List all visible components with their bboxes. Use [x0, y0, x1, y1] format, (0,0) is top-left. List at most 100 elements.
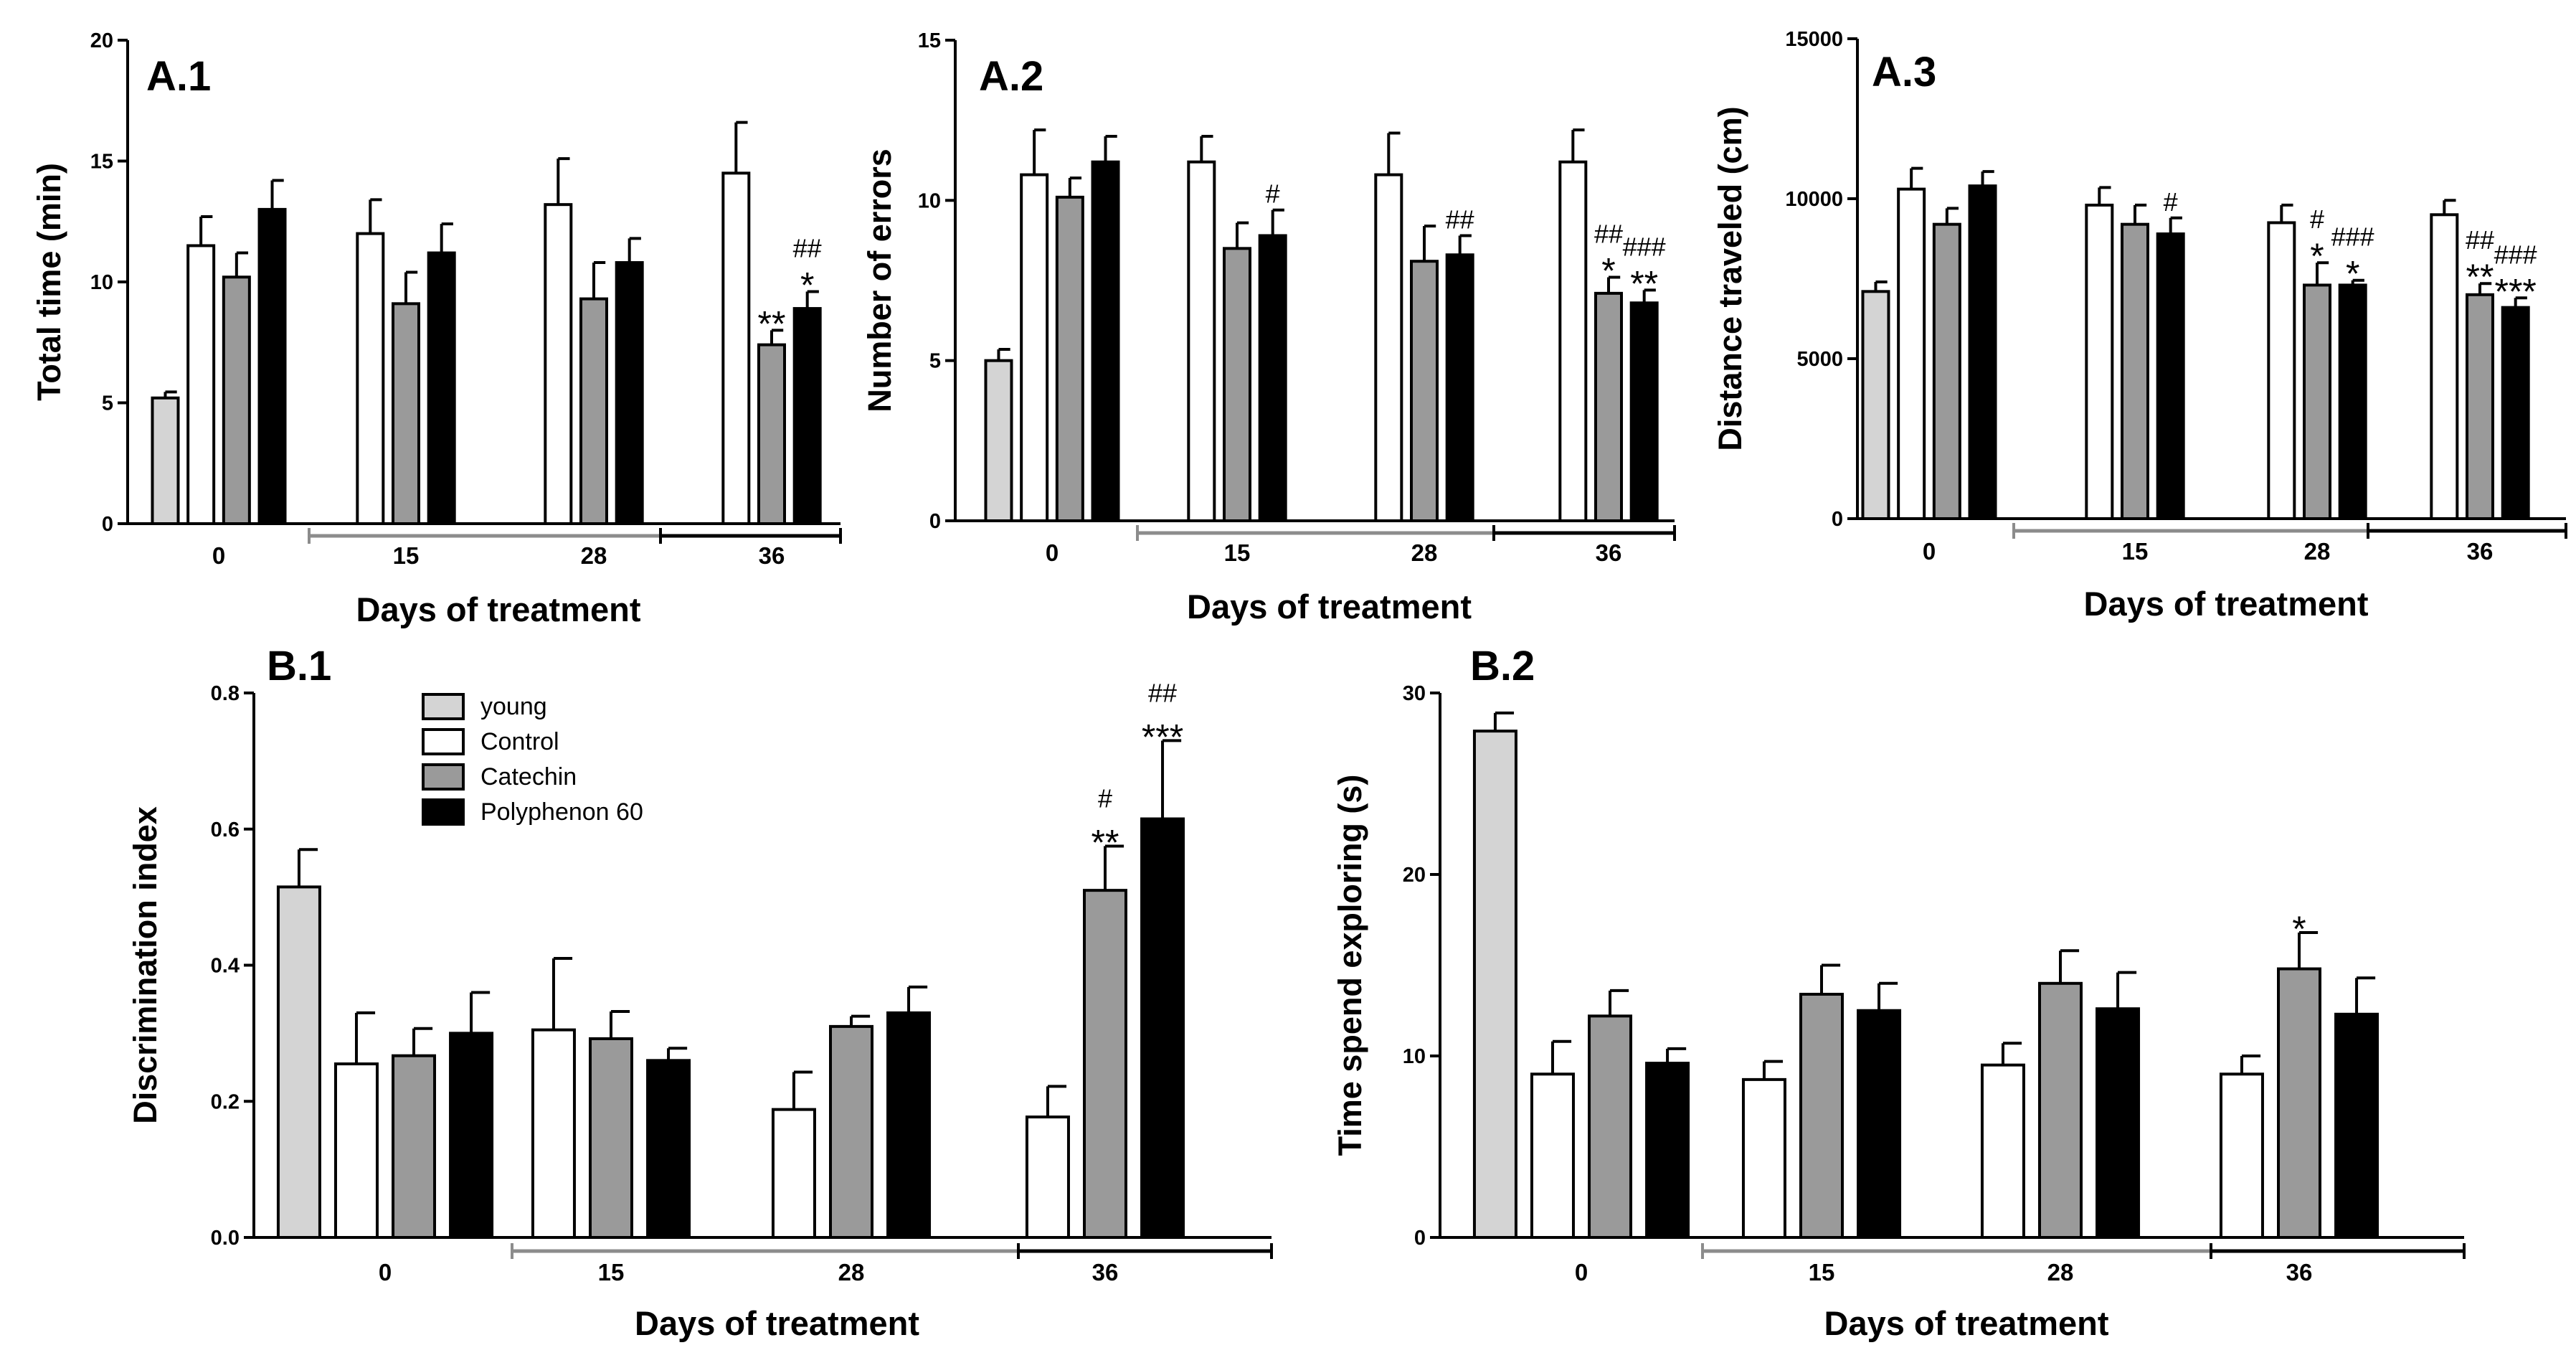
- panel-label: A.1: [146, 53, 211, 100]
- panel-a3: A.3 0 5000 10000 15000 Distance traveled (cm)…: [1712, 28, 2567, 623]
- bar-polyphenon-60: [2338, 283, 2367, 520]
- significance-hash: ###: [1623, 232, 1666, 261]
- y-tick-label: 10: [1403, 1045, 1426, 1068]
- significance-hash: #: [2164, 187, 2178, 217]
- legend-label: young: [480, 693, 547, 720]
- bar-control: [2219, 1072, 2264, 1240]
- panel-label: B.1: [267, 643, 331, 689]
- panel-a2: A.2 0 5 10 15 Number of errors 0 15 28 36 Days of …: [861, 29, 1676, 626]
- bar-polyphenon-60: [646, 1059, 691, 1239]
- bar-polyphenon-60: [2156, 232, 2185, 520]
- bar-control: [1530, 1072, 1575, 1240]
- bar-catechin: [2303, 283, 2331, 520]
- y-axis-label: Distance traveled (cm): [1712, 106, 1748, 451]
- bar-control: [1025, 1115, 1070, 1240]
- bar-catechin: [589, 1037, 633, 1239]
- bar-catechin: [2466, 293, 2494, 520]
- x-axis-label: Days of treatment: [1187, 588, 1472, 626]
- legend-label: Polyphenon 60: [480, 798, 643, 826]
- significance-hash: ##: [1148, 678, 1177, 707]
- significance-star: **: [1630, 263, 1658, 303]
- bar-catechin: [2277, 967, 2321, 1240]
- y-tick-label: 20: [1403, 864, 1426, 887]
- bar-catechin: [757, 343, 786, 525]
- y-tick-label: 0: [1414, 1227, 1426, 1250]
- y-tick-label: 15: [90, 151, 113, 174]
- bar-control: [771, 1108, 816, 1240]
- y-tick-label: 0.0: [211, 1227, 240, 1250]
- x-tick-label: 36: [2467, 538, 2494, 565]
- bar-young: [276, 885, 321, 1240]
- y-tick-label: 10: [918, 189, 941, 212]
- significance-star: ***: [1142, 717, 1183, 757]
- y-tick-label: 0.8: [211, 682, 240, 705]
- legend: young Control Catechin Polyphenon 60: [422, 693, 643, 826]
- x-tick-label: 0: [1575, 1259, 1588, 1286]
- bar-control: [1980, 1063, 2025, 1240]
- panel-label: A.2: [979, 53, 1043, 100]
- bar-polyphenon-60: [1857, 1009, 1902, 1239]
- bar-polyphenon-60: [2501, 306, 2530, 520]
- bar-young: [1472, 730, 1517, 1239]
- bar-catechin: [2121, 222, 2149, 520]
- legend-swatch-polyphenon-60: [422, 798, 465, 826]
- x-tick-label: 28: [1411, 539, 1438, 566]
- x-axis-label: Days of treatment: [356, 590, 641, 628]
- significance-star: **: [758, 303, 786, 344]
- bar-young: [1861, 290, 1890, 520]
- bar-polyphenon-60: [427, 251, 456, 525]
- bar-catechin: [1223, 247, 1251, 522]
- y-tick-label: 30: [1403, 682, 1426, 705]
- bar-control: [333, 1062, 379, 1239]
- bar-catechin: [1799, 992, 1844, 1239]
- x-axis-label: Days of treatment: [1824, 1304, 2109, 1342]
- x-tick-label: 15: [2122, 538, 2149, 565]
- bar-polyphenon-60: [1091, 160, 1120, 522]
- bar-control: [356, 232, 385, 525]
- panel-label: A.3: [1872, 49, 1936, 95]
- x-tick-label: 28: [2047, 1259, 2074, 1286]
- x-tick-label: 28: [838, 1259, 865, 1286]
- significance-star: *: [1601, 251, 1615, 291]
- x-tick-label: 0: [1046, 539, 1059, 566]
- significance-hash: #: [2310, 204, 2324, 234]
- x-tick-label: 36: [2286, 1259, 2313, 1286]
- legend-swatch-young: [422, 693, 465, 720]
- y-tick-label: 10: [90, 271, 113, 294]
- y-tick-label: 15000: [1785, 28, 1843, 51]
- bar-catechin: [1410, 260, 1439, 522]
- y-tick-label: 0.2: [211, 1090, 240, 1113]
- y-tick-label: 0.4: [211, 955, 240, 978]
- panel-a1: A.1 0 5 10 15 20 Total time (min) 0 15 28 36 Days o…: [31, 29, 842, 628]
- bar-catechin: [1588, 1014, 1633, 1239]
- legend-swatch-control: [422, 728, 465, 755]
- y-axis-label: Time spend exploring (s): [1332, 775, 1368, 1156]
- bar-control: [2085, 203, 2114, 520]
- y-tick-label: 5: [929, 350, 941, 373]
- significance-star: **: [2466, 257, 2494, 297]
- x-tick-label: 0: [1923, 538, 1936, 565]
- significance-hash: ###: [2331, 222, 2374, 252]
- significance-star: *: [2310, 236, 2324, 276]
- significance-hash: ##: [1594, 220, 1623, 249]
- bar-polyphenon-60: [615, 261, 644, 525]
- y-tick-label: 15: [918, 29, 941, 52]
- significance-star: *: [2292, 909, 2306, 949]
- panel-b1: B.1 0.0 0.2 0.4 0.6 0.8 Discrimination index 0 1…: [127, 643, 1273, 1342]
- x-tick-label: 36: [1092, 1259, 1119, 1286]
- bar-control: [544, 203, 573, 525]
- x-tick-label: 36: [1596, 539, 1622, 566]
- legend-label: Catechin: [480, 763, 577, 791]
- bar-control: [721, 171, 751, 525]
- y-tick-label: 5000: [1796, 348, 1843, 371]
- bar-polyphenon-60: [2096, 1007, 2141, 1239]
- significance-hash: #: [1098, 783, 1112, 813]
- bar-catechin: [579, 297, 608, 525]
- significance-hash: #: [1266, 179, 1280, 209]
- bar-control: [186, 244, 216, 525]
- x-tick-label: 0: [379, 1259, 392, 1286]
- bar-control: [1558, 160, 1588, 522]
- bar-control: [2430, 213, 2459, 520]
- y-tick-label: 5: [102, 392, 113, 415]
